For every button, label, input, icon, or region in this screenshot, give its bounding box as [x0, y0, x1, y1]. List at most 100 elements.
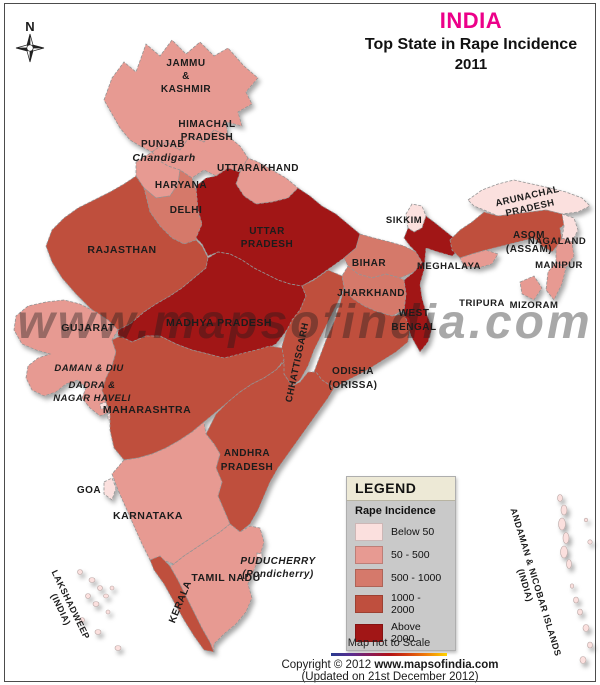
legend-swatch-c500_1000	[355, 569, 383, 587]
state-label-lakshadweep: LAKSHADWEEP(INDIA)	[40, 568, 92, 646]
island-lakshadweep	[97, 585, 103, 591]
state-label-bihar: BIHAR	[352, 258, 386, 269]
island-lakshadweep	[105, 609, 111, 615]
rainbow-scale-bar	[331, 653, 447, 656]
state-label-jharkhand: JHARKHAND	[337, 288, 405, 299]
legend-item-above2000: Above 2000.	[355, 621, 447, 645]
state-label-rajasthan: RAJASTHAN	[87, 244, 156, 256]
legend-header: LEGEND	[347, 477, 455, 501]
island-andaman-nicobar	[560, 545, 568, 559]
state-label-tamil-nadu: TAMIL NADU	[191, 572, 260, 584]
state-label-assam: ASOM (ASSAM)	[506, 230, 552, 255]
state-label-himachal-pradesh: HIMACHAL PRADESH	[178, 119, 235, 143]
copyright-line: Copyright © 2012 www.mapsofindia.com	[240, 659, 540, 671]
legend-rows: Below 50 50 - 500 500 - 1000 1000 - 2000 Abo…	[347, 523, 455, 645]
compass-rose: N	[15, 19, 45, 63]
island-andaman-nicobar	[558, 517, 566, 531]
state-label-jammu-kashmir: JAMMU & KASHMIR	[161, 58, 211, 95]
watermark-text: www.mapsofindia.com	[17, 296, 592, 349]
legend-label-below50: Below 50	[391, 526, 435, 538]
state-west-bengal	[403, 215, 463, 353]
state-mizoram	[545, 261, 567, 301]
state-uttar-pradesh	[195, 167, 361, 287]
scale-note: Map not to Scale	[347, 637, 431, 649]
page-title-country: INDIA	[439, 8, 503, 33]
island-andaman-nicobar	[569, 583, 575, 589]
page-title-line2: 2011	[454, 55, 488, 73]
state-label-karnataka: KARNATAKA	[113, 510, 183, 522]
state-label-haryana: HARYANA	[155, 180, 207, 191]
legend-box: LEGEND Rape Incidence Below 50 50 - 500 50…	[346, 476, 456, 651]
state-arunachal-pradesh	[467, 179, 591, 217]
island-andaman-nicobar	[587, 539, 593, 545]
state-label-puducherry: PUDUCHERRY (Pondicherry)	[240, 556, 316, 580]
title-block: INDIA Top State in Rape Incidence 2011	[352, 8, 590, 73]
legend-item-c500_1000: 500 - 1000	[355, 569, 447, 587]
island-lakshadweep	[114, 645, 122, 651]
state-label-dadra-nagar-haveli: DADRA & NAGAR HAVELI	[53, 380, 131, 404]
island-lakshadweep	[94, 629, 102, 635]
compass-north-label: N	[25, 19, 34, 34]
copyright-site: www.mapsofindia.com	[374, 659, 499, 671]
legend-label-c500_1000: 500 - 1000	[391, 572, 442, 584]
state-label-manipur: MANIPUR	[535, 260, 583, 271]
island-andaman-nicobar	[557, 494, 563, 502]
state-odisha	[313, 287, 411, 389]
state-label-maharashtra: MAHARASHTRA	[103, 404, 191, 416]
state-label-uttarakhand: UTTARAKHAND	[217, 163, 299, 174]
island-andaman-nicobar	[562, 532, 570, 544]
island-andaman-nicobar	[583, 517, 589, 523]
state-puducherry	[256, 552, 263, 560]
island-andaman-nicobar	[566, 559, 572, 569]
island-andaman-nicobar	[582, 624, 590, 632]
legend-item-c1000_2000: 1000 - 2000	[355, 592, 447, 616]
state-label-odisha: ODISHA (ORISSA)	[329, 366, 378, 391]
island-lakshadweep	[92, 601, 100, 607]
state-label-nagaland: NAGALAND	[528, 236, 586, 247]
updated-line: (Updated on 21st December 2012)	[301, 671, 479, 683]
state-meghalaya	[459, 249, 499, 269]
state-label-uttar-pradesh: UTTAR PRADESH	[241, 226, 293, 250]
state-label-andaman-nicobar: ANDAMAN & NICOBAR ISLANDS(INDIA)	[498, 507, 563, 661]
legend-swatch-below50	[355, 523, 383, 541]
island-lakshadweep	[77, 569, 83, 575]
state-tamil-nadu	[169, 523, 265, 653]
legend-swatch-c1000_2000	[355, 595, 383, 613]
state-label-andhra-pradesh: ANDHRA PRADESH	[221, 448, 273, 473]
state-label-chandigarh: Chandigarh	[132, 152, 195, 164]
state-label-punjab: PUNJAB	[141, 139, 185, 150]
island-lakshadweep	[88, 577, 96, 583]
legend-label-c50_500: 50 - 500	[391, 549, 430, 561]
island-andaman-nicobar	[573, 596, 579, 604]
island-lakshadweep	[79, 617, 85, 623]
island-lakshadweep	[85, 593, 91, 599]
island-andaman-nicobar	[579, 656, 587, 664]
state-label-delhi: DELHI	[170, 205, 203, 216]
legend-item-below50: Below 50	[355, 523, 447, 541]
island-lakshadweep	[103, 593, 109, 599]
state-tripura	[519, 275, 543, 301]
state-daman-diu	[99, 401, 108, 410]
island-andaman-nicobar	[560, 504, 568, 516]
state-label-meghalaya: MEGHALAYA	[417, 261, 481, 272]
state-label-daman-diu: DAMAN & DIU	[54, 363, 124, 374]
state-label-mizoram: MIZORAM	[510, 300, 559, 311]
state-label-west-bengal: WEST BENGAL	[391, 308, 436, 333]
legend-item-c50_500: 50 - 500	[355, 546, 447, 564]
island-andaman-nicobar	[577, 608, 583, 616]
legend-label-c1000_2000: 1000 - 2000	[391, 592, 421, 616]
legend-swatch-c50_500	[355, 546, 383, 564]
legend-swatch-above2000	[355, 624, 383, 642]
copyright-prefix: Copyright © 2012	[281, 659, 375, 671]
island-andaman-nicobar	[587, 641, 593, 649]
state-label-madhya-pradesh: MADHYA PRADESH	[166, 317, 272, 329]
page-title-line1: Top State in Rape Incidence	[364, 36, 578, 54]
state-label-tripura: TRIPURA	[459, 298, 505, 309]
legend-subtitle: Rape Incidence	[355, 505, 436, 517]
island-lakshadweep	[109, 585, 115, 591]
state-goa	[103, 477, 117, 501]
state-label-goa: GOA	[77, 485, 101, 496]
legend-label-above2000: Above 2000.	[391, 621, 421, 645]
